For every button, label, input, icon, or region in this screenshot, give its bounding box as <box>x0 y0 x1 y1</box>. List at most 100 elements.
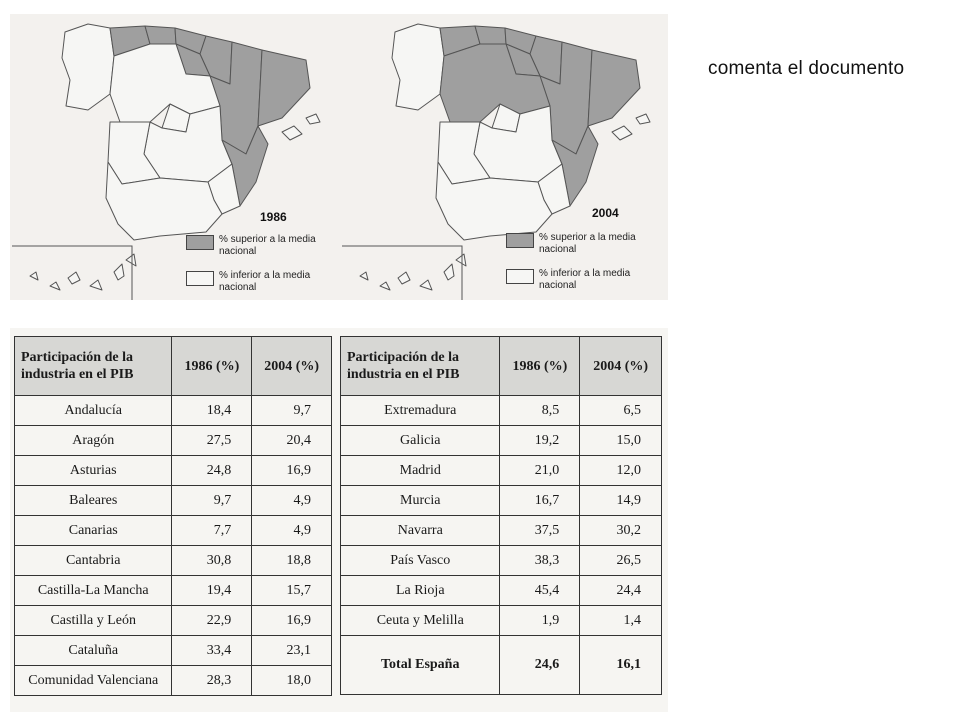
value-1986-cell: 19,4 <box>171 575 253 606</box>
legend-swatch-above <box>186 235 214 250</box>
legend-swatch-below <box>506 269 534 284</box>
map-1986: 1986 % superior a la media nacional % in… <box>10 14 330 300</box>
header-1986: 1986 (%) <box>499 336 581 396</box>
header-name: Participación de la industria en el PIB <box>339 336 501 396</box>
year-label-2004: 2004 <box>592 206 619 220</box>
region-cell: Navarra <box>339 515 501 546</box>
region-cell: Murcia <box>339 485 501 516</box>
region-cell: Baleares <box>13 485 173 516</box>
region-cell: País Vasco <box>339 545 501 576</box>
region-canarias <box>29 253 137 291</box>
region-cell: Ceuta y Melilla <box>339 605 501 636</box>
value-1986-cell: 8,5 <box>499 395 581 426</box>
legend-below-1986: % inferior a la media nacional <box>186 270 330 294</box>
value-1986-cell: 21,0 <box>499 455 581 486</box>
table-row: Madrid 21,0 12,0 <box>339 455 662 486</box>
value-1986-cell: 38,3 <box>499 545 581 576</box>
header-1986: 1986 (%) <box>171 336 253 396</box>
value-2004-cell: 15,0 <box>579 425 662 456</box>
value-1986-cell: 1,9 <box>499 605 581 636</box>
value-2004-cell: 9,7 <box>251 395 332 426</box>
table-row: Cantabria 30,8 18,8 <box>13 545 332 576</box>
table-scan: Participación de la industria en el PIB … <box>10 328 668 712</box>
value-2004-cell: 30,2 <box>579 515 662 546</box>
value-1986-cell: 24,8 <box>171 455 253 486</box>
value-2004-cell: 6,5 <box>579 395 662 426</box>
legend-below-label: % inferior a la media nacional <box>219 270 311 293</box>
value-1986-cell: 30,8 <box>171 545 253 576</box>
region-andalucia <box>105 161 223 241</box>
legend-above-label: % superior a la media nacional <box>219 234 316 257</box>
header-name: Participación de la industria en el PIB <box>13 336 173 396</box>
table-header-row: Participación de la industria en el PIB … <box>339 336 662 396</box>
region-cataluna <box>587 49 641 127</box>
legend-swatch-below <box>186 271 214 286</box>
total-2004-cell: 16,1 <box>579 635 662 695</box>
value-2004-cell: 12,0 <box>579 455 662 486</box>
region-cell: Andalucía <box>13 395 173 426</box>
region-cell: Asturias <box>13 455 173 486</box>
table-row: Galicia 19,2 15,0 <box>339 425 662 456</box>
region-cell: Galicia <box>339 425 501 456</box>
table-row: Aragón 27,5 20,4 <box>13 425 332 456</box>
region-baleares <box>611 113 651 141</box>
region-cell: Extremadura <box>339 395 501 426</box>
region-cell: Comunidad Valenciana <box>13 665 173 696</box>
region-cell: La Rioja <box>339 575 501 606</box>
region-cataluna <box>257 49 311 127</box>
value-2004-cell: 16,9 <box>251 455 332 486</box>
year-label-1986: 1986 <box>260 210 287 224</box>
value-2004-cell: 18,0 <box>251 665 332 696</box>
maps-scan: 1986 % superior a la media nacional % in… <box>10 14 668 300</box>
header-2004: 2004 (%) <box>579 336 662 396</box>
region-cell: Madrid <box>339 455 501 486</box>
region-cantabria <box>474 25 507 45</box>
region-baleares <box>281 113 321 141</box>
table-row: Canarias 7,7 4,9 <box>13 515 332 546</box>
value-1986-cell: 37,5 <box>499 515 581 546</box>
legend-above-1986: % superior a la media nacional <box>186 234 330 258</box>
value-2004-cell: 26,5 <box>579 545 662 576</box>
table-row: Baleares 9,7 4,9 <box>13 485 332 516</box>
region-cell: Cataluña <box>13 635 173 666</box>
region-cell: Aragón <box>13 425 173 456</box>
total-1986-cell: 24,6 <box>499 635 581 695</box>
value-1986-cell: 19,2 <box>499 425 581 456</box>
region-galicia <box>61 23 115 111</box>
value-1986-cell: 28,3 <box>171 665 253 696</box>
value-1986-cell: 33,4 <box>171 635 253 666</box>
spain-map-2004 <box>342 23 651 300</box>
value-2004-cell: 4,9 <box>251 515 332 546</box>
value-2004-cell: 23,1 <box>251 635 332 666</box>
table-row: Asturias 24,8 16,9 <box>13 455 332 486</box>
table-right: Participación de la industria en el PIB … <box>339 336 662 695</box>
table-row: Cataluña 33,4 23,1 <box>13 635 332 666</box>
value-1986-cell: 9,7 <box>171 485 253 516</box>
table-row: Extremadura 8,5 6,5 <box>339 395 662 426</box>
legend-swatch-above <box>506 233 534 248</box>
table-header-row: Participación de la industria en el PIB … <box>13 336 332 396</box>
value-1986-cell: 18,4 <box>171 395 253 426</box>
value-1986-cell: 45,4 <box>499 575 581 606</box>
legend-above-label: % superior a la media nacional <box>539 232 636 255</box>
region-galicia <box>391 23 445 111</box>
table-row: Murcia 16,7 14,9 <box>339 485 662 516</box>
value-2004-cell: 16,9 <box>251 605 332 636</box>
total-label-cell: Total España <box>339 635 501 695</box>
value-2004-cell: 20,4 <box>251 425 332 456</box>
region-cell: Castilla-La Mancha <box>13 575 173 606</box>
map-2004: 2004 % superior a la media nacional % in… <box>340 14 660 300</box>
value-1986-cell: 27,5 <box>171 425 253 456</box>
value-2004-cell: 15,7 <box>251 575 332 606</box>
table-row: Ceuta y Melilla 1,9 1,4 <box>339 605 662 636</box>
region-cell: Canarias <box>13 515 173 546</box>
region-cell: Castilla y León <box>13 605 173 636</box>
legend-below-label: % inferior a la media nacional <box>539 268 631 291</box>
value-2004-cell: 24,4 <box>579 575 662 606</box>
spain-map-1986 <box>12 23 321 300</box>
value-2004-cell: 14,9 <box>579 485 662 516</box>
value-2004-cell: 4,9 <box>251 485 332 516</box>
table-row: La Rioja 45,4 24,4 <box>339 575 662 606</box>
region-cell: Cantabria <box>13 545 173 576</box>
table-left: Participación de la industria en el PIB … <box>13 336 332 696</box>
